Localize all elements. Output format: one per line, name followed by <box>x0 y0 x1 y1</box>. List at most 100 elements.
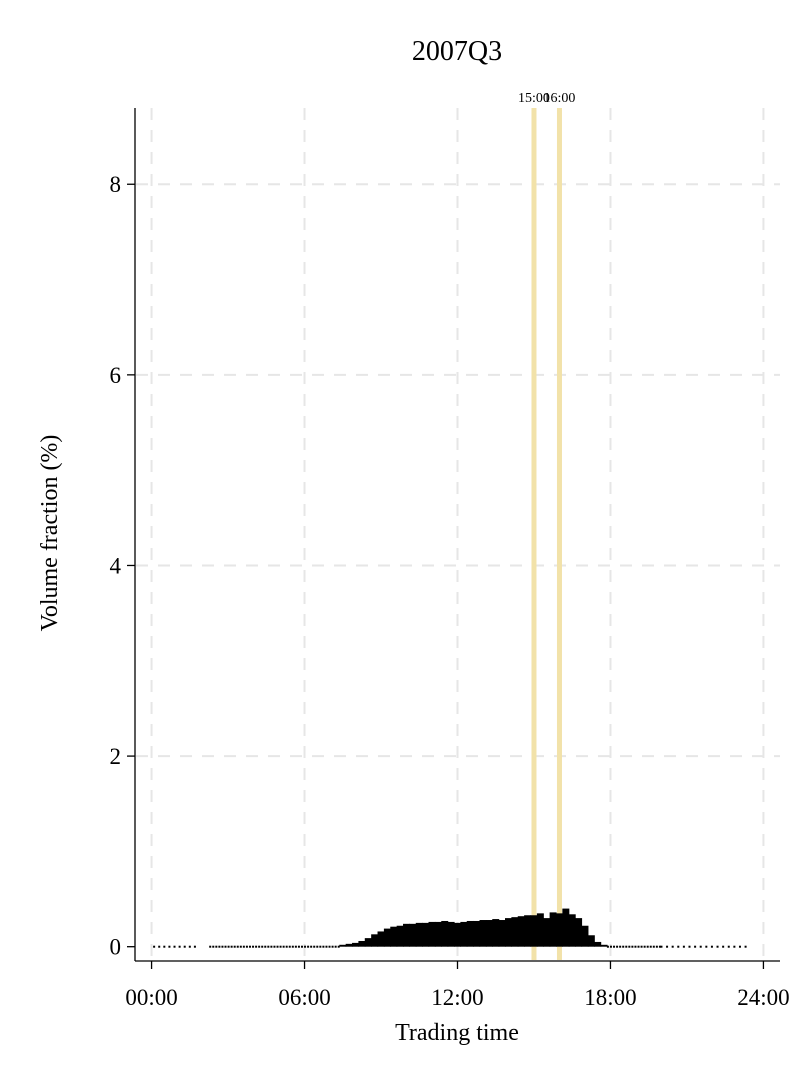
volume-bar <box>543 918 551 947</box>
baseline-point <box>722 945 725 948</box>
volume-bar <box>492 919 500 947</box>
volume-bar <box>594 941 602 947</box>
volume-bar <box>409 923 417 947</box>
baseline-point <box>168 945 171 948</box>
baseline-point <box>628 945 631 948</box>
baseline-point <box>716 945 719 948</box>
baseline-point <box>616 945 619 948</box>
baseline-point <box>331 945 334 948</box>
baseline-point <box>209 945 212 948</box>
baseline-point <box>606 945 609 948</box>
volume-bar <box>485 920 493 947</box>
baseline-point <box>227 945 230 948</box>
volume-bar <box>345 943 353 947</box>
x-tick-label: 06:00 <box>278 985 330 1010</box>
baseline-point <box>727 945 730 948</box>
baseline-point <box>270 945 273 948</box>
baseline-point <box>291 945 294 948</box>
volume-bar <box>517 916 525 947</box>
volume-bar <box>460 921 468 947</box>
volume-bar <box>454 922 461 947</box>
baseline-point <box>255 945 258 948</box>
baseline-point <box>733 945 736 948</box>
volume-bar <box>555 913 563 947</box>
volume-bar <box>422 922 430 947</box>
baseline-point <box>304 945 307 948</box>
baseline-point <box>319 945 322 948</box>
volume-bar <box>530 915 538 947</box>
baseline-point <box>631 945 634 948</box>
baseline-point <box>677 945 680 948</box>
baseline-point <box>643 945 646 948</box>
baseline-point <box>239 945 242 948</box>
baseline-point <box>658 945 661 948</box>
volume-bar <box>505 918 512 947</box>
baseline-point <box>215 945 218 948</box>
baseline-point <box>264 945 267 948</box>
baseline-point <box>212 945 215 948</box>
volume-bar <box>377 931 385 947</box>
volume-bar <box>428 921 436 947</box>
baseline-point <box>282 945 285 948</box>
volume-bar <box>473 920 481 947</box>
volume-bars <box>339 908 608 947</box>
ticks: 00:00 06:00 12:00 18:00 24:00 0 2 4 6 8 <box>110 172 790 1010</box>
baseline-point <box>738 945 741 948</box>
volume-bar <box>415 922 423 947</box>
volume-bar <box>581 925 589 947</box>
volume-bar <box>371 934 379 947</box>
baseline-point <box>313 945 316 948</box>
x-tick-label: 18:00 <box>584 985 636 1010</box>
baseline-point <box>316 945 319 948</box>
baseline-point <box>688 945 691 948</box>
volume-bar <box>536 913 544 947</box>
volume-bar <box>498 920 506 947</box>
volume-bar <box>352 942 360 947</box>
baseline-point <box>297 945 300 948</box>
baseline-point <box>158 945 161 948</box>
volume-bar <box>549 912 557 947</box>
baseline-point <box>261 945 264 948</box>
baseline-point <box>634 945 637 948</box>
y-axis-label: Volume fraction (%) <box>37 435 63 632</box>
baseline-point <box>276 945 279 948</box>
baseline-point <box>221 945 224 948</box>
baseline-point <box>258 945 261 948</box>
reference-line-label: 16:00 <box>544 91 576 106</box>
baseline-point <box>193 945 196 948</box>
volume-bar <box>511 917 519 947</box>
volume-bar <box>466 920 474 947</box>
baseline-point <box>285 945 288 948</box>
baseline-point <box>655 945 658 948</box>
baseline-point <box>613 945 616 948</box>
baseline-point <box>183 945 186 948</box>
volume-bar <box>434 921 442 947</box>
baseline-point <box>178 945 181 948</box>
baseline-point <box>300 945 303 948</box>
baseline-point <box>307 945 310 948</box>
baseline-point <box>294 945 297 948</box>
low-volume-points <box>153 945 747 948</box>
baseline-point <box>649 945 652 948</box>
baseline-point <box>710 945 713 948</box>
y-tick-label: 0 <box>110 935 122 960</box>
baseline-point <box>188 945 191 948</box>
x-tick-label: 12:00 <box>431 985 483 1010</box>
chart-title: 2007Q3 <box>412 36 502 67</box>
baseline-point <box>273 945 276 948</box>
baseline-point <box>322 945 325 948</box>
baseline-point <box>328 945 331 948</box>
baseline-point <box>705 945 708 948</box>
baseline-point <box>242 945 245 948</box>
reference-line-label: 15:00 <box>518 91 550 106</box>
volume-bar <box>562 908 570 947</box>
x-axis-label: Trading time <box>395 1020 519 1046</box>
grid <box>136 108 780 960</box>
baseline-point <box>646 945 649 948</box>
baseline-point <box>233 945 236 948</box>
y-tick-label: 8 <box>110 172 122 197</box>
baseline-point <box>236 945 239 948</box>
baseline-point <box>288 945 291 948</box>
x-tick-label: 00:00 <box>125 985 177 1010</box>
